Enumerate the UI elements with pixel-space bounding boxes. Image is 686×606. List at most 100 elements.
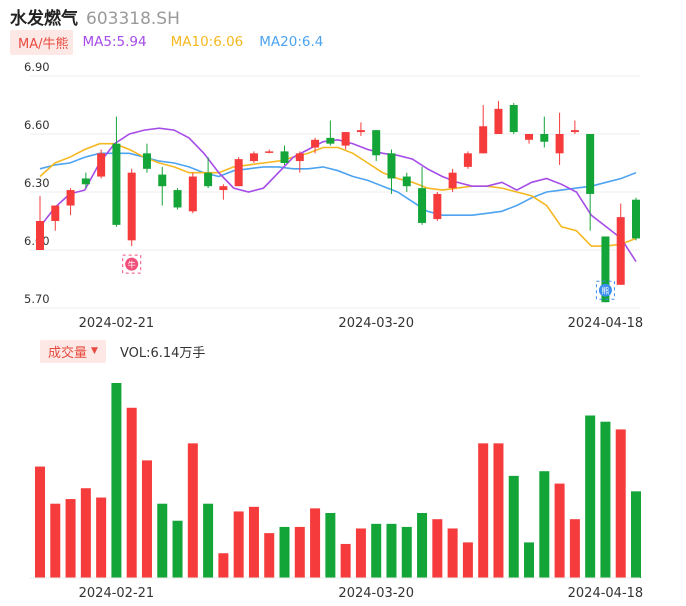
candle-body xyxy=(204,172,213,187)
volume-bar xyxy=(462,542,473,578)
candle-body xyxy=(219,186,228,191)
candle-body xyxy=(448,172,457,189)
volume-bar xyxy=(447,528,458,578)
candle-body xyxy=(494,108,503,134)
volume-date-tick-label: 2024-03-20 xyxy=(338,586,414,601)
volume-bar xyxy=(493,443,504,578)
candle-body xyxy=(479,126,488,154)
volume-bar xyxy=(325,513,336,578)
candle-body xyxy=(81,178,90,185)
volume-bar xyxy=(524,542,535,578)
ma20-line xyxy=(39,152,637,216)
candle xyxy=(372,130,381,162)
ma10-legend: MA10:6.06 xyxy=(170,34,244,50)
candle-body xyxy=(188,176,197,212)
candle-body xyxy=(36,221,44,250)
volume-bar xyxy=(340,543,351,578)
candle xyxy=(356,122,365,136)
candle-body xyxy=(356,130,365,133)
volume-bar xyxy=(218,553,229,578)
candle-body xyxy=(173,190,182,208)
candle-body xyxy=(249,153,258,162)
candle xyxy=(494,101,503,134)
marker-label: 熊 xyxy=(601,286,609,296)
candle xyxy=(387,149,396,194)
volume-bar xyxy=(371,523,382,578)
candle-body xyxy=(555,134,564,154)
volume-bar xyxy=(355,528,366,578)
candle-body xyxy=(509,105,518,133)
price-tick-label: 6.30 xyxy=(24,176,50,190)
candle-body xyxy=(433,193,442,220)
volume-bar xyxy=(508,475,519,578)
candle xyxy=(142,143,151,173)
volume-tag-label: 成交量 xyxy=(48,345,88,361)
volume-bar xyxy=(539,471,550,578)
candle-body xyxy=(540,134,549,142)
candle-body xyxy=(463,153,472,167)
volume-bar xyxy=(386,523,397,578)
date-tick-label: 2024-03-20 xyxy=(338,316,414,331)
candle xyxy=(66,188,75,216)
candle xyxy=(555,112,564,165)
candle-body xyxy=(326,137,335,144)
price-tick-label: 6.60 xyxy=(24,118,50,132)
marker-badge xyxy=(125,257,139,271)
candle-body xyxy=(402,176,411,187)
ma5-line xyxy=(39,127,637,263)
candle-body xyxy=(158,174,167,187)
bull-marker-icon: 牛 xyxy=(122,254,142,274)
candle xyxy=(433,192,442,221)
candle xyxy=(295,151,304,173)
candle-body xyxy=(280,151,289,163)
candle-body xyxy=(112,143,121,225)
volume-bar xyxy=(141,460,152,578)
volume-bar xyxy=(172,520,183,578)
ma10-line xyxy=(39,142,637,247)
candle-body xyxy=(570,130,579,133)
candle xyxy=(234,157,243,187)
candle xyxy=(51,205,60,231)
candle xyxy=(463,151,472,169)
candle xyxy=(341,132,350,150)
bear-marker-icon: 熊 xyxy=(595,280,615,300)
stock-name: 水发燃气 xyxy=(10,9,78,29)
stock-code: 603318.SH xyxy=(86,9,180,29)
candle xyxy=(326,120,335,146)
candle xyxy=(188,172,197,214)
candle-body xyxy=(66,190,75,206)
volume-bar xyxy=(432,519,443,578)
candle-body xyxy=(586,134,595,194)
volume-bar xyxy=(233,511,244,578)
triangle-down-icon[interactable]: ▼ xyxy=(91,346,98,356)
volume-bar xyxy=(401,526,412,578)
price-tick-label: 5.70 xyxy=(24,292,50,306)
candle-body xyxy=(387,153,396,179)
volume-bar xyxy=(631,491,641,578)
candle-body xyxy=(616,217,625,285)
ma5-legend: MA5:5.94 xyxy=(82,34,147,50)
candle-body xyxy=(525,134,534,140)
candle-body xyxy=(295,153,304,162)
candle-body xyxy=(234,159,243,187)
candle-body xyxy=(265,151,274,153)
volume-bar xyxy=(187,443,198,578)
volume-bar xyxy=(569,519,580,578)
date-tick-label: 2024-02-21 xyxy=(79,316,155,331)
ma-indicator-tag[interactable]: MA/牛熊 xyxy=(10,29,73,55)
candle xyxy=(81,172,90,189)
candle-body xyxy=(372,130,381,156)
volume-indicator-tag[interactable]: 成交量 ▼ xyxy=(40,339,106,363)
candle xyxy=(586,134,595,231)
marker-frame xyxy=(122,254,142,274)
candle xyxy=(479,105,488,154)
candle xyxy=(219,184,228,200)
candle xyxy=(540,116,549,148)
title-bar: 水发燃气 603318.SH xyxy=(10,4,180,29)
ma20-legend: MA20:6.4 xyxy=(259,34,324,50)
candle xyxy=(525,134,534,144)
candle xyxy=(36,195,44,250)
candle xyxy=(280,145,289,165)
volume-date-tick-label: 2024-02-21 xyxy=(79,586,155,601)
